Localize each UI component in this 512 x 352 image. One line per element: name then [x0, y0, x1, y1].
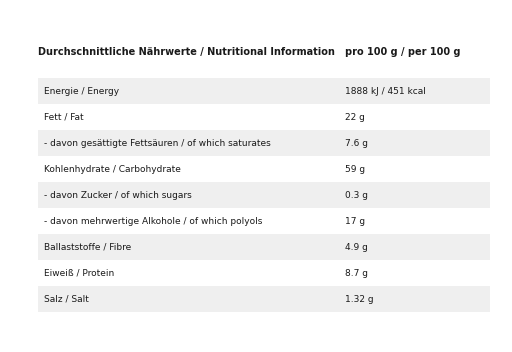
Text: Kohlenhydrate / Carbohydrate: Kohlenhydrate / Carbohydrate — [44, 164, 181, 174]
Bar — [38, 286, 490, 312]
Text: Salz / Salt: Salz / Salt — [44, 295, 89, 303]
Text: Fett / Fat: Fett / Fat — [44, 113, 83, 121]
Text: Ballaststoffe / Fibre: Ballaststoffe / Fibre — [44, 243, 131, 251]
Text: - davon mehrwertige Alkohole / of which polyols: - davon mehrwertige Alkohole / of which … — [44, 216, 262, 226]
Text: Energie / Energy: Energie / Energy — [44, 87, 119, 95]
Text: 0.3 g: 0.3 g — [345, 190, 368, 200]
Text: 4.9 g: 4.9 g — [345, 243, 368, 251]
Text: pro 100 g / per 100 g: pro 100 g / per 100 g — [345, 47, 460, 57]
Text: 22 g: 22 g — [345, 113, 365, 121]
Text: 17 g: 17 g — [345, 216, 365, 226]
Text: 8.7 g: 8.7 g — [345, 269, 368, 277]
Bar — [38, 78, 490, 104]
Text: Durchschnittliche Nährwerte / Nutritional Information: Durchschnittliche Nährwerte / Nutritiona… — [38, 47, 335, 57]
Bar — [38, 234, 490, 260]
Text: 59 g: 59 g — [345, 164, 365, 174]
Text: 1.32 g: 1.32 g — [345, 295, 374, 303]
Text: - davon gesättigte Fettsäuren / of which saturates: - davon gesättigte Fettsäuren / of which… — [44, 138, 271, 147]
Text: - davon Zucker / of which sugars: - davon Zucker / of which sugars — [44, 190, 192, 200]
Text: 1888 kJ / 451 kcal: 1888 kJ / 451 kcal — [345, 87, 426, 95]
Bar — [38, 182, 490, 208]
Text: 7.6 g: 7.6 g — [345, 138, 368, 147]
Text: Eiweiß / Protein: Eiweiß / Protein — [44, 269, 114, 277]
Bar — [38, 130, 490, 156]
